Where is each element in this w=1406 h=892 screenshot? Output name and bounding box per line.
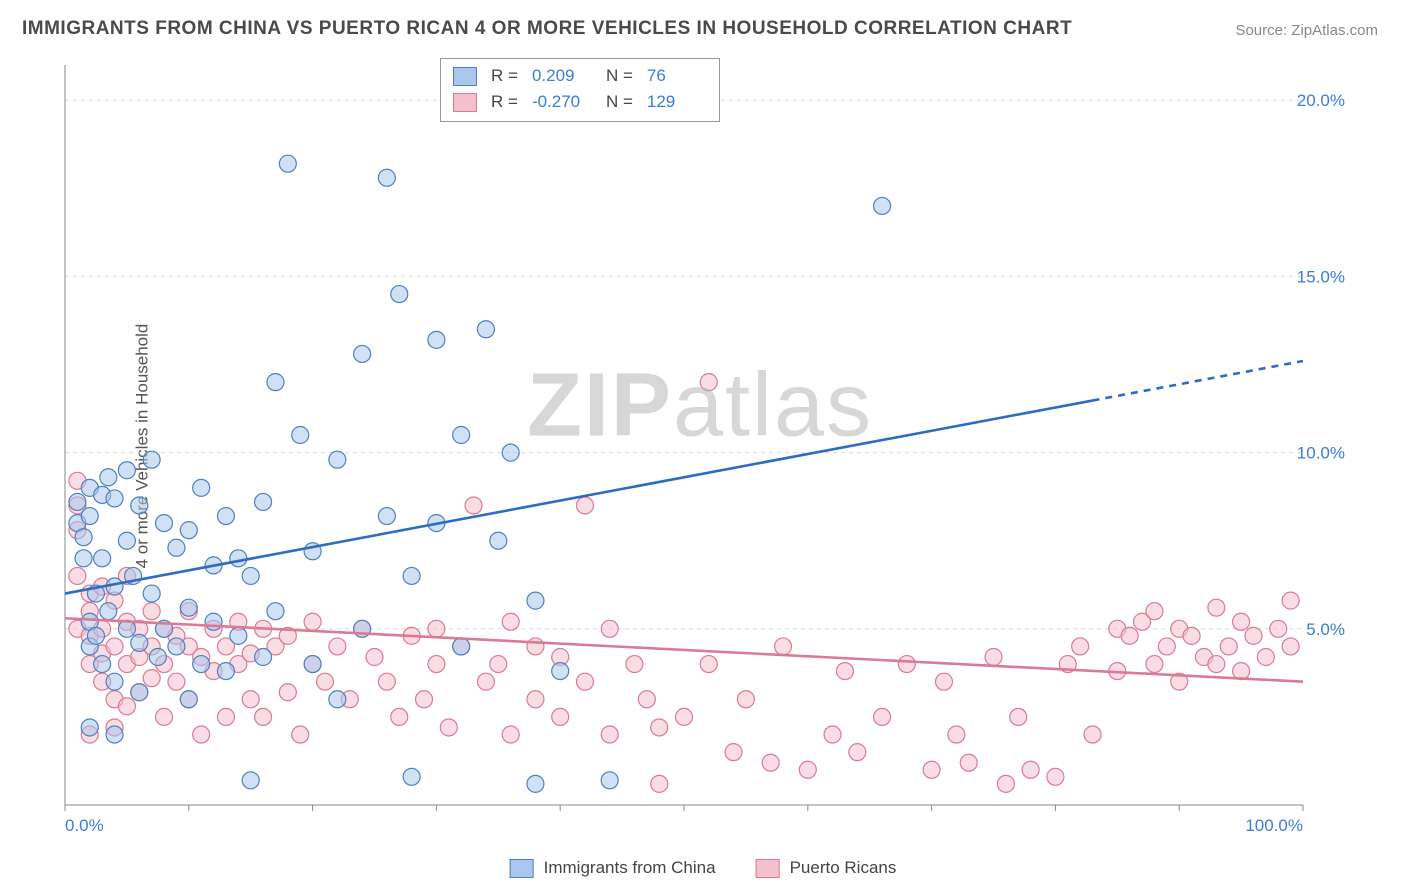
r-value-pr: -0.270 bbox=[532, 92, 592, 112]
legend-label-china: Immigrants from China bbox=[544, 858, 716, 878]
source-link[interactable]: Source: ZipAtlas.com bbox=[1235, 22, 1378, 39]
n-value-china: 76 bbox=[647, 66, 707, 86]
swatch-pr bbox=[756, 859, 780, 878]
svg-text:10.0%: 10.0% bbox=[1297, 444, 1345, 463]
legend-row-pr: R = -0.270 N = 129 bbox=[453, 89, 707, 115]
legend-label-pr: Puerto Ricans bbox=[790, 858, 897, 878]
svg-text:15.0%: 15.0% bbox=[1297, 267, 1345, 286]
r-label: R = bbox=[491, 66, 518, 86]
series-legend: Immigrants from China Puerto Ricans bbox=[510, 858, 897, 878]
svg-text:100.0%: 100.0% bbox=[1245, 816, 1303, 835]
scatter-plot: ZIPatlas 5.0%10.0%15.0%20.0%0.0%100.0% bbox=[55, 55, 1345, 835]
svg-text:0.0%: 0.0% bbox=[65, 816, 104, 835]
n-label: N = bbox=[606, 92, 633, 112]
r-value-china: 0.209 bbox=[532, 66, 592, 86]
legend-item-pr: Puerto Ricans bbox=[756, 858, 897, 878]
swatch-china bbox=[510, 859, 534, 878]
legend-item-china: Immigrants from China bbox=[510, 858, 716, 878]
n-label: N = bbox=[606, 66, 633, 86]
swatch-china bbox=[453, 67, 477, 86]
svg-text:5.0%: 5.0% bbox=[1306, 620, 1345, 639]
r-label: R = bbox=[491, 92, 518, 112]
n-value-pr: 129 bbox=[647, 92, 707, 112]
swatch-pr bbox=[453, 93, 477, 112]
chart-title: IMMIGRANTS FROM CHINA VS PUERTO RICAN 4 … bbox=[22, 18, 1072, 40]
legend-row-china: R = 0.209 N = 76 bbox=[453, 63, 707, 89]
correlation-legend: R = 0.209 N = 76 R = -0.270 N = 129 bbox=[440, 58, 720, 122]
svg-text:20.0%: 20.0% bbox=[1297, 91, 1345, 110]
